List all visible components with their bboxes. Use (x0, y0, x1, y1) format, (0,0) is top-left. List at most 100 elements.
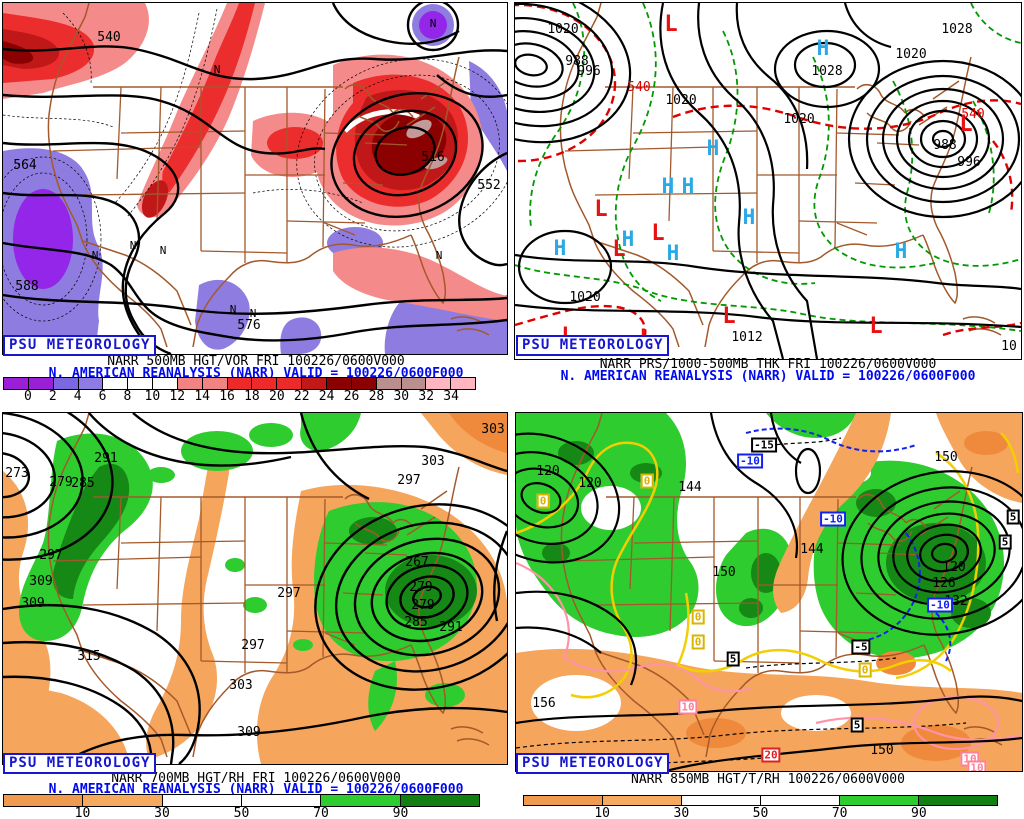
colorbar-tick: 10 (74, 806, 91, 819)
contour-label: 273 (5, 466, 28, 481)
colorbar-segment (682, 796, 761, 805)
panel-title: NARR 700MB HGT/RH FRI 100226/0600V000 (111, 771, 401, 786)
contour-label: 285 (404, 615, 427, 630)
colorbar-segment (4, 378, 29, 389)
neg-vorticity-marker: N (436, 249, 443, 262)
isobar-label: 1020 (569, 290, 600, 305)
contour-label: 150 (712, 565, 735, 580)
low-pressure-marker: L (664, 12, 677, 37)
neg-vorticity-marker: N (250, 307, 257, 320)
colorbar-segment (202, 378, 228, 389)
rh-colorbar (523, 795, 998, 806)
colorbar-tick: 26 (343, 389, 360, 404)
panel-500mb-hgt-vor: 540 564 588 576 552 516 N N N N N N N N PSU METEOROLO… (0, 0, 512, 410)
contour-label: 576 (237, 318, 260, 333)
map-500mb-hgt-vor: 540 564 588 576 552 516 N N N N N N N N (2, 2, 508, 355)
colorbar-segment (400, 795, 479, 806)
panel-title: NARR PRS/1000-500MB THK FRI 100226/0600V… (599, 357, 937, 372)
contour-label: 279 (409, 580, 432, 595)
colorbar-segment (162, 795, 242, 806)
isobar-label: 1020 (783, 112, 814, 127)
colorbar-segment (603, 796, 682, 805)
colorbar-segment (376, 378, 402, 389)
colorbar-tick: 30 (154, 806, 170, 819)
contour-label: 309 (237, 725, 260, 740)
contour-label: 279 (411, 598, 434, 613)
map-850mb-hgt-t-rh: 120 120 144 144 150 150 120 126 132 156 150 -15 -10… (515, 412, 1023, 772)
panel-700mb-hgt-rh: 273 279 285 291 303 297 303 297 309 309 315 297 297 3… (0, 410, 512, 819)
low-pressure-marker: L (869, 314, 882, 339)
contour-label: 120 (536, 464, 559, 479)
contour-label: 126 (932, 576, 955, 591)
colorbar-tick: 0 (23, 389, 32, 404)
rh-colorbar (3, 794, 480, 807)
colorbar-segment (153, 378, 178, 389)
colorbar-tick: 28 (368, 389, 385, 404)
height-contours-500mb (3, 3, 507, 354)
contour-label: 540 (97, 30, 120, 45)
colorbar-tick: 2 (48, 389, 57, 404)
colorbar-segment (28, 378, 54, 389)
colorbar-tick: 24 (318, 389, 335, 404)
neg-vorticity-marker: N (230, 303, 237, 316)
panel-title: NARR 850MB HGT/T/RH 100226/0600V000 (631, 772, 905, 787)
map-prs-thickness: 1020 988 996 1020 1020 1028 1020 1028 1020 1012 98… (514, 2, 1022, 360)
high-pressure-marker: H (743, 205, 756, 229)
colorbar-segment (103, 378, 129, 389)
psu-watermark: PSU METEOROLOGY (516, 335, 670, 356)
colorbar-tick: 8 (123, 389, 132, 404)
isobar-label: 988 (933, 138, 956, 153)
contour-label: 303 (481, 422, 504, 437)
panel-prs-thickness: 1020 988 996 1020 1020 1028 1020 1028 1020 1012 98… (512, 0, 1024, 410)
contour-label: 552 (477, 178, 500, 193)
colorbar-segment (302, 378, 327, 389)
contour-label: 120 (942, 560, 965, 575)
colorbar-tick: 16 (219, 389, 235, 404)
contour-label: 315 (77, 649, 100, 664)
thickness-540-label: 540 (961, 107, 984, 122)
rh-colorbar-ticks: 10 30 50 70 90 (523, 806, 996, 819)
neg-vorticity-marker: N (160, 244, 167, 257)
neg-vorticity-marker: N (430, 17, 437, 30)
contour-label: 267 (405, 555, 428, 570)
low-pressure-marker: L (651, 221, 664, 246)
high-pressure-marker: H (682, 174, 695, 198)
vorticity-colorbar-ticks: 0 2 4 6 8 10 12 14 16 18 20 22 24 26 28 30 32 34 (3, 389, 474, 404)
thickness-540-label: 540 (627, 80, 650, 95)
colorbar-segment (4, 795, 84, 806)
colorbar-segment (53, 378, 79, 389)
isobar-label: 996 (577, 64, 600, 79)
neg-vorticity-marker: N (92, 249, 99, 262)
isobar-label: 10 (1001, 339, 1017, 354)
colorbar-segment (321, 795, 401, 806)
colorbar-tick: 30 (393, 389, 410, 404)
colorbar-segment (277, 378, 303, 389)
colorbar-tick: 90 (911, 806, 927, 819)
contour-label: 297 (397, 473, 420, 488)
colorbar-tick: 12 (169, 389, 186, 404)
colorbar-tick: 10 (594, 806, 610, 819)
isotherm-positive-pink (516, 561, 1022, 751)
map-700mb-hgt-rh: 273 279 285 291 303 297 303 297 309 309 315 297 297 3… (2, 412, 508, 765)
contour-label: 564 (13, 158, 37, 173)
height-contours-850mb (516, 413, 1022, 771)
colorbar-tick: 50 (752, 806, 769, 819)
colorbar-segment (401, 378, 427, 389)
vorticity-colorbar (3, 377, 476, 390)
panel-title: NARR 500MB HGT/VOR FRI 100226/0600V000 (107, 354, 405, 369)
panel-valid-line: N. AMERICAN REANALYSIS (NARR) VALID = 10… (560, 369, 976, 384)
isobar-label: 1020 (895, 47, 926, 62)
colorbar-tick: 50 (233, 806, 250, 819)
colorbar-segment (227, 378, 253, 389)
colorbar-tick: 20 (269, 389, 285, 404)
isobars (515, 3, 1021, 359)
contour-label: 291 (439, 620, 462, 635)
isobar-label: 996 (957, 155, 980, 170)
high-pressure-marker: H (817, 36, 830, 60)
colorbar-tick: 18 (244, 389, 260, 404)
contour-label: 309 (21, 596, 44, 611)
contour-label: 144 (800, 542, 824, 557)
contour-label: 285 (71, 476, 94, 491)
colorbar-segment (426, 378, 452, 389)
contour-label: 309 (29, 574, 52, 589)
